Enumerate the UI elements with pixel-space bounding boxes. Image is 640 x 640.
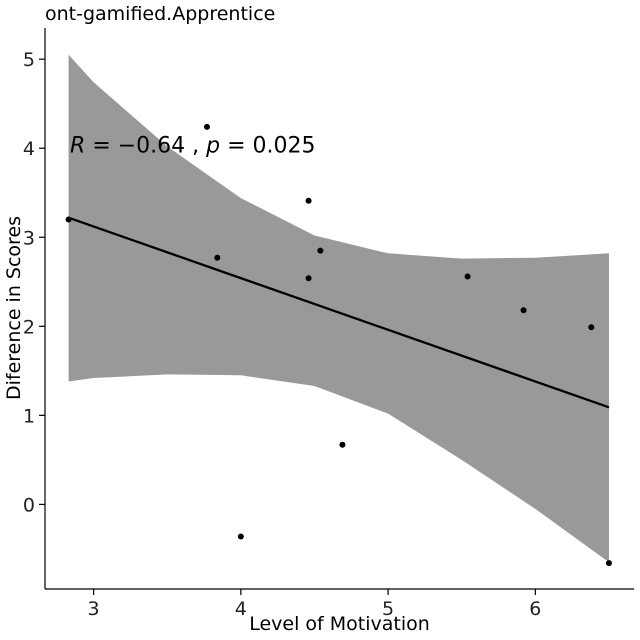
plot-area <box>65 54 612 567</box>
data-point <box>520 307 527 314</box>
regression-line <box>68 216 610 409</box>
y-tick-label: 2 <box>23 316 35 338</box>
y-axis-ticks: 0 1 2 3 4 5 <box>23 49 45 516</box>
data-point <box>305 275 312 282</box>
data-point <box>339 441 346 448</box>
r-symbol: R <box>70 134 85 159</box>
x-tick-label: 5 <box>382 598 394 620</box>
correlation-annotation: R = −0.64 , p = 0.025 <box>70 134 316 159</box>
x-tick-label: 6 <box>529 598 541 620</box>
y-tick-label: 0 <box>23 494 35 516</box>
x-tick-label: 4 <box>235 598 247 620</box>
data-point <box>605 560 612 567</box>
y-tick-label: 4 <box>23 138 35 160</box>
data-point <box>588 324 595 331</box>
data-point <box>214 254 221 261</box>
data-point <box>65 216 72 223</box>
p-symbol: p <box>205 134 220 159</box>
confidence-band <box>68 54 610 563</box>
data-point <box>317 247 324 254</box>
r-value: = −0.64 , <box>85 134 206 159</box>
x-tick-label: 3 <box>88 598 100 620</box>
y-tick-label: 5 <box>23 49 35 71</box>
data-point <box>305 197 312 204</box>
x-axis-title: Level of Motivation <box>249 613 430 635</box>
y-tick-label: 1 <box>23 405 35 427</box>
y-tick-label: 3 <box>23 227 35 249</box>
data-point <box>203 123 210 130</box>
p-value: = 0.025 <box>220 134 315 159</box>
data-point <box>237 533 244 540</box>
y-axis-title: Diference in Scores <box>3 216 25 400</box>
data-point <box>464 273 471 280</box>
x-axis-ticks: 3 4 5 6 <box>88 589 541 620</box>
chart-title: ont-gamified.Apprentice <box>45 3 275 25</box>
